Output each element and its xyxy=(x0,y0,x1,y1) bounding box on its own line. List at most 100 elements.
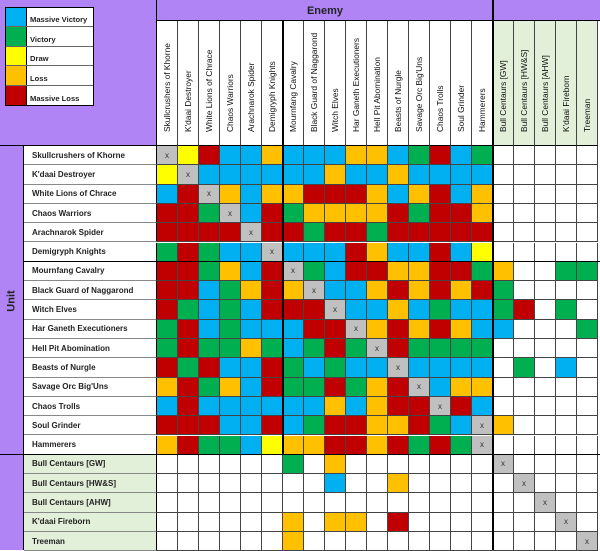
result-cell xyxy=(157,242,178,262)
result-cell xyxy=(220,512,241,532)
result-cell xyxy=(472,242,493,262)
result-cell xyxy=(325,165,346,185)
result-cell xyxy=(241,165,262,185)
row-group-divider xyxy=(24,453,600,456)
result-cell xyxy=(220,300,241,320)
result-cell xyxy=(157,416,178,436)
result-cell xyxy=(514,184,535,204)
mirror-cell: x xyxy=(388,358,409,378)
result-cell xyxy=(262,146,283,166)
result-cell xyxy=(409,435,430,455)
result-cell xyxy=(241,474,262,494)
result-cell xyxy=(283,512,304,532)
result-cell xyxy=(325,223,346,243)
result-cell xyxy=(199,223,220,243)
result-cell xyxy=(367,454,388,475)
result-cell xyxy=(451,184,472,204)
result-cell xyxy=(325,396,346,417)
result-cell xyxy=(157,223,178,243)
result-cell xyxy=(199,454,220,475)
result-cell xyxy=(556,396,577,417)
result-cell xyxy=(241,146,262,166)
row-label: Chaos Trolls xyxy=(24,396,157,417)
result-cell xyxy=(451,474,472,494)
result-cell xyxy=(178,261,199,282)
result-cell xyxy=(556,493,577,513)
mirror-cell: x xyxy=(556,512,577,532)
result-cell xyxy=(451,454,472,475)
result-cell xyxy=(325,261,346,282)
column-group-divider xyxy=(282,21,284,455)
result-cell xyxy=(409,281,430,301)
column-header: Beasts of Nurgle xyxy=(388,21,409,146)
column-header: Demigryph Knights xyxy=(262,21,283,146)
row-label: White Lions of Chrace xyxy=(24,184,157,204)
result-cell xyxy=(451,339,472,359)
column-header: Chaos Trolls xyxy=(430,21,451,146)
result-cell xyxy=(325,184,346,204)
result-cell xyxy=(283,146,304,166)
legend-swatch xyxy=(6,66,27,85)
row-label: Hammerers xyxy=(24,435,157,455)
result-cell xyxy=(514,165,535,185)
result-cell xyxy=(241,184,262,204)
result-cell xyxy=(451,203,472,224)
result-cell xyxy=(220,281,241,301)
row-label: Skullcrushers of Khorne xyxy=(24,146,157,166)
result-cell xyxy=(346,454,367,475)
result-cell xyxy=(304,223,325,243)
result-cell xyxy=(325,493,346,513)
row-label: Black Guard of Naggarond xyxy=(24,281,157,301)
result-cell xyxy=(577,223,598,243)
result-cell xyxy=(241,532,262,551)
result-cell xyxy=(304,454,325,475)
result-cell xyxy=(304,203,325,224)
result-cell xyxy=(304,396,325,417)
result-cell xyxy=(283,281,304,301)
result-cell xyxy=(304,532,325,551)
result-cell xyxy=(241,281,262,301)
result-cell xyxy=(304,474,325,494)
result-cell xyxy=(472,261,493,282)
result-cell xyxy=(367,242,388,262)
result-cell xyxy=(157,281,178,301)
result-cell xyxy=(346,281,367,301)
result-cell xyxy=(430,319,451,339)
result-cell xyxy=(493,319,514,339)
result-cell xyxy=(199,377,220,397)
result-cell xyxy=(241,358,262,378)
result-cell xyxy=(451,377,472,397)
result-cell xyxy=(577,358,598,378)
result-cell xyxy=(577,281,598,301)
result-cell xyxy=(451,300,472,320)
mirror-cell: x xyxy=(157,146,178,166)
column-header: K'daai Fireborn xyxy=(556,21,577,146)
result-cell xyxy=(430,300,451,320)
result-cell xyxy=(157,435,178,455)
result-cell xyxy=(283,165,304,185)
result-cell xyxy=(409,146,430,166)
result-cell xyxy=(514,261,535,282)
result-cell xyxy=(178,203,199,224)
result-cell xyxy=(304,184,325,204)
result-cell xyxy=(220,242,241,262)
result-cell xyxy=(556,474,577,494)
result-cell xyxy=(220,146,241,166)
result-cell xyxy=(493,435,514,455)
column-header: Bull Centaurs [GW] xyxy=(493,21,514,146)
result-cell xyxy=(157,493,178,513)
legend-item: Victory xyxy=(6,27,93,47)
legend-swatch xyxy=(6,27,27,46)
result-cell xyxy=(514,146,535,166)
mirror-cell: x xyxy=(472,435,493,455)
result-cell xyxy=(367,261,388,282)
result-cell xyxy=(577,146,598,166)
result-cell xyxy=(556,377,577,397)
result-cell xyxy=(514,358,535,378)
result-cell xyxy=(535,377,556,397)
mirror-cell: x xyxy=(241,223,262,243)
result-cell xyxy=(577,319,598,339)
result-cell xyxy=(199,339,220,359)
result-cell xyxy=(472,512,493,532)
result-cell xyxy=(409,184,430,204)
